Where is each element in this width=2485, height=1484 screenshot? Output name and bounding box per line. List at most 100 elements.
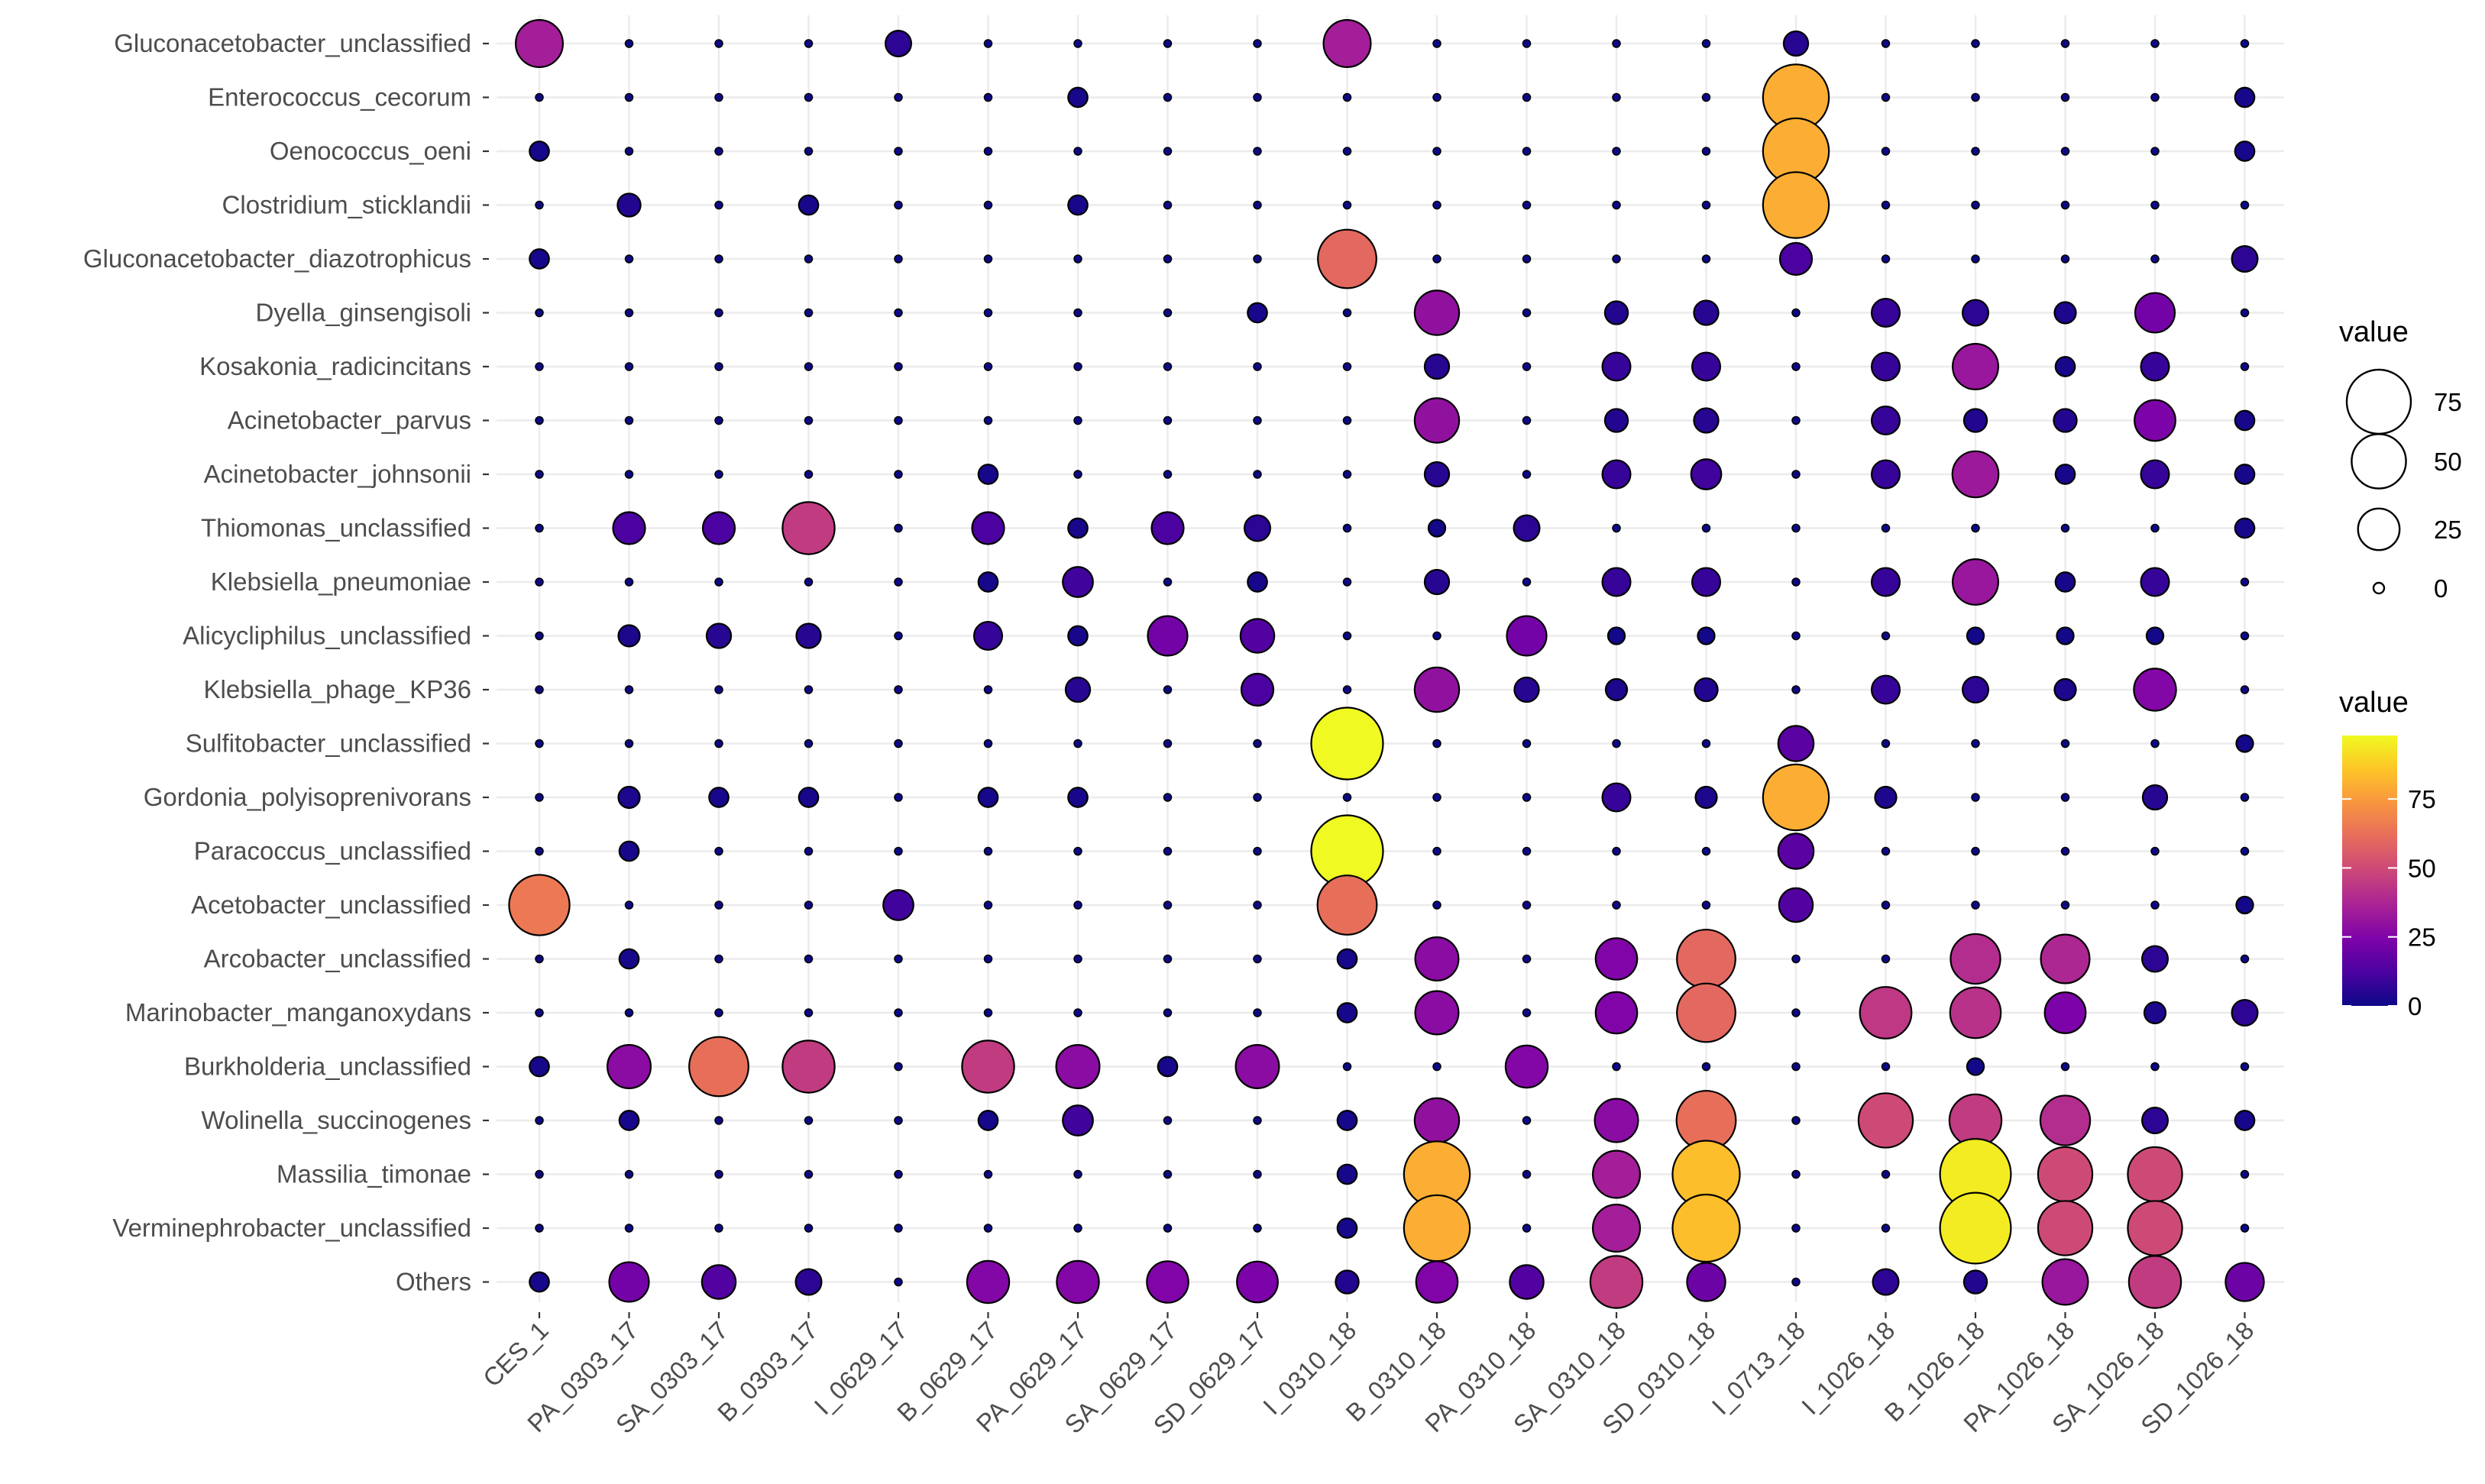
data-point (983, 685, 993, 694)
data-point (1612, 254, 1621, 263)
data-point (2140, 567, 2170, 597)
data-point (1778, 887, 1814, 923)
data-point (972, 620, 1004, 651)
data-point (2134, 292, 2176, 334)
data-point (1342, 523, 1352, 533)
data-point (1522, 1008, 1532, 1017)
data-point (983, 362, 993, 371)
data-point (894, 254, 903, 263)
data-point (2140, 459, 2170, 490)
data-point (1791, 577, 1801, 587)
data-point (2054, 464, 2076, 485)
data-point (1612, 739, 1621, 748)
data-point (1791, 1169, 1801, 1179)
data-point (1676, 929, 1736, 989)
data-point (1522, 415, 1532, 425)
data-point (804, 900, 814, 910)
data-point (1603, 300, 1629, 325)
data-point (2053, 677, 2077, 702)
data-point (1870, 351, 1901, 382)
data-point (983, 846, 993, 856)
data-point (714, 685, 723, 694)
data-point (1870, 567, 1901, 597)
data-point (624, 362, 634, 371)
data-point (1322, 18, 1372, 69)
data-point (1336, 1002, 1358, 1023)
data-point (1686, 1262, 1726, 1302)
data-point (1163, 577, 1173, 587)
size-legend-label: 50 (2434, 448, 2462, 476)
data-point (1612, 846, 1621, 856)
data-point (1432, 631, 1441, 641)
data-point (2240, 846, 2250, 856)
data-point (894, 523, 903, 533)
data-point (535, 470, 544, 479)
data-point (1413, 289, 1461, 336)
y-tick-label: Marinobacter_manganoxydans (125, 998, 471, 1027)
data-point (1522, 900, 1532, 910)
data-point (983, 147, 993, 156)
data-point (2240, 1224, 2250, 1233)
data-point (1236, 1260, 1279, 1304)
data-point (514, 18, 565, 69)
data-point (1952, 343, 1999, 390)
data-point (1881, 900, 1891, 910)
data-point (1067, 787, 1089, 808)
data-point (2041, 1258, 2089, 1306)
data-point (1342, 631, 1352, 641)
data-point (2039, 1094, 2092, 1146)
data-point (804, 739, 814, 748)
data-point (977, 1110, 999, 1131)
data-point (804, 1169, 814, 1179)
data-point (1676, 982, 1736, 1043)
data-point (804, 1008, 814, 1017)
data-point (1247, 571, 1268, 593)
data-point (1415, 1260, 1459, 1304)
data-point (1522, 1169, 1532, 1179)
data-point (894, 1224, 903, 1233)
data-point (882, 889, 914, 921)
data-point (2150, 147, 2160, 156)
data-point (983, 1224, 993, 1233)
data-point (1874, 785, 1898, 810)
data-point (1881, 739, 1891, 748)
data-point (618, 948, 640, 970)
data-point (1163, 1116, 1173, 1125)
data-point (1239, 618, 1276, 654)
data-point (1253, 92, 1262, 102)
data-point (977, 464, 999, 485)
data-point (1147, 615, 1189, 657)
data-point (1522, 147, 1532, 156)
data-point (1762, 763, 1830, 832)
data-point (535, 1224, 544, 1233)
data-point (714, 200, 723, 210)
data-point (624, 470, 634, 479)
data-point (1146, 1260, 1189, 1304)
y-tick-label: Clostridium_sticklandii (222, 191, 471, 219)
data-point (2037, 1146, 2094, 1203)
data-point (2240, 577, 2250, 587)
data-point (1342, 1062, 1352, 1072)
data-point (1342, 92, 1352, 102)
data-point (2240, 685, 2250, 694)
data-point (714, 739, 723, 748)
data-point (971, 511, 1005, 545)
data-point (1777, 725, 1815, 762)
data-points (508, 18, 2265, 1309)
data-point (1522, 362, 1532, 371)
data-point (1691, 351, 1722, 382)
data-point (1971, 793, 1980, 802)
data-point (1342, 147, 1352, 156)
data-point (624, 900, 634, 910)
data-point (1317, 228, 1377, 289)
data-point (1591, 1149, 1642, 1199)
y-tick-label: Wolinella_succinogenes (202, 1106, 471, 1134)
data-point (894, 577, 903, 587)
data-point (2037, 1200, 2094, 1256)
y-tick-label: Others (396, 1268, 471, 1296)
data-point (535, 685, 544, 694)
data-point (804, 470, 814, 479)
y-tick-label: Acinetobacter_parvus (228, 406, 471, 435)
data-point (1881, 1169, 1891, 1179)
